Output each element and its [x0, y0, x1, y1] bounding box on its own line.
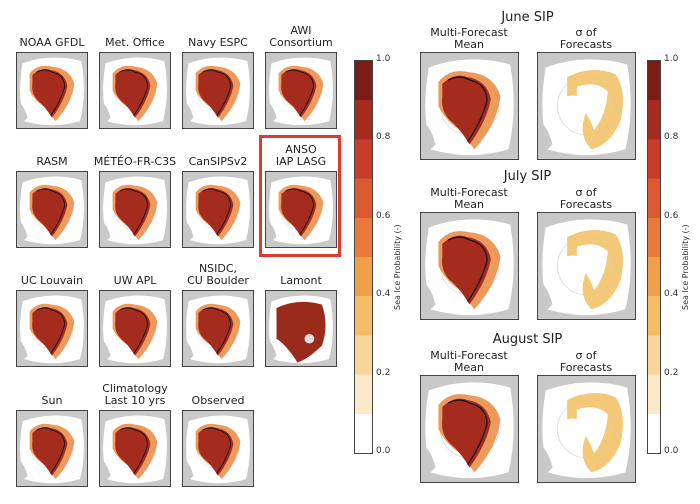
colorbar-tick: 1.0	[664, 54, 679, 64]
sigma-map	[537, 52, 636, 160]
model-map	[99, 290, 171, 367]
model-label: Met. Office	[105, 36, 165, 49]
model-label: ANSO IAP LASG	[275, 143, 327, 168]
colorbar-tick: 1.0	[376, 54, 391, 64]
model-map	[265, 171, 337, 248]
colorbar-tick: 0.6	[664, 210, 679, 221]
colorbar-tick: 0.4	[376, 289, 391, 300]
colorbar-tick: 0.4	[664, 289, 679, 300]
model-map	[16, 410, 88, 487]
model-map	[182, 52, 254, 129]
mean-map	[420, 212, 519, 320]
month-title: June SIP	[501, 10, 554, 25]
month-title: August SIP	[492, 332, 563, 347]
colorbar-tick: 0.2	[376, 367, 391, 378]
model-map	[99, 410, 171, 487]
model-label: Climatology Last 10 yrs	[102, 382, 168, 407]
model-label: RASM	[36, 155, 68, 168]
colorbar-tick: 0.2	[664, 367, 679, 378]
mean-map	[420, 52, 519, 160]
colorbar-tick: 0.8	[664, 132, 679, 143]
mean-label: Multi-Forecast Mean	[430, 349, 508, 374]
sigma-label: σ of Forecasts	[559, 26, 613, 51]
model-map	[16, 52, 88, 129]
model-label: AWI Consortium	[269, 24, 333, 49]
colorbar-tick: 0.0	[376, 446, 391, 456]
month-title: July SIP	[503, 169, 552, 184]
mean-map	[420, 375, 519, 483]
model-map	[182, 410, 254, 487]
model-label: Observed	[191, 394, 245, 407]
model-label: NSIDC, CU Boulder	[187, 262, 249, 287]
model-label: Lamont	[280, 274, 322, 287]
model-label: Navy ESPC	[188, 36, 248, 49]
model-map	[265, 52, 337, 129]
sigma-map	[537, 212, 636, 320]
colorbar	[647, 60, 661, 454]
colorbar	[354, 60, 373, 454]
model-label: UC Louvain	[20, 274, 84, 287]
sigma-label: σ of Forecasts	[559, 349, 613, 374]
colorbar-label: Sea Ice Probability (-)	[393, 224, 402, 310]
sigma-map	[537, 375, 636, 483]
sigma-label: σ of Forecasts	[559, 186, 613, 211]
model-map	[16, 171, 88, 248]
mean-label: Multi-Forecast Mean	[430, 26, 508, 51]
model-map	[265, 290, 337, 367]
colorbar-tick: 0.6	[376, 210, 391, 221]
model-map	[182, 171, 254, 248]
model-map	[16, 290, 88, 367]
model-label: MÉTÉO-FR-C3S	[93, 155, 177, 168]
model-map	[182, 290, 254, 367]
highlight-box	[259, 135, 341, 257]
model-label: NOAA GFDL	[19, 36, 85, 49]
model-map	[99, 52, 171, 129]
colorbar-label: Sea Ice Probability (-)	[681, 224, 690, 310]
colorbar-tick: 0.0	[664, 446, 679, 456]
mean-label: Multi-Forecast Mean	[430, 186, 508, 211]
model-label: UW APL	[113, 274, 157, 287]
model-label: Sun	[41, 394, 63, 407]
model-map	[99, 171, 171, 248]
model-label: CanSIPSv2	[188, 155, 248, 168]
colorbar-tick: 0.8	[376, 132, 391, 143]
